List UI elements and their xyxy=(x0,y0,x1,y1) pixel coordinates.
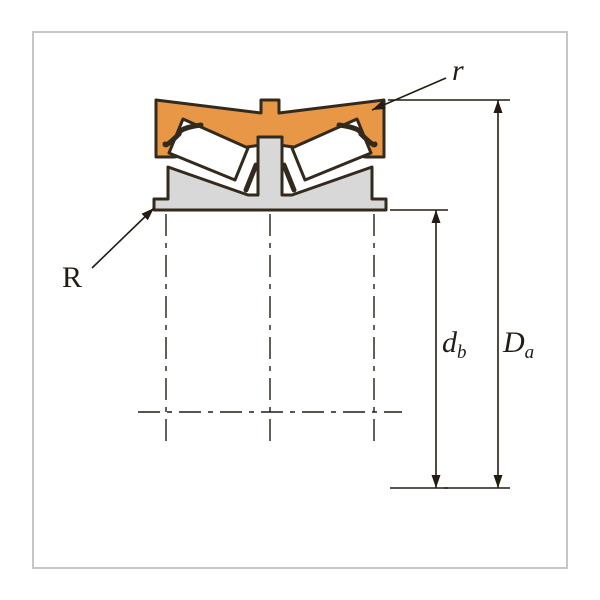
label-r: r xyxy=(452,54,464,87)
bearing-diagram: r Rdb Da xyxy=(0,0,600,600)
cage-stub-right xyxy=(284,165,294,190)
label-Da: Da xyxy=(502,326,534,363)
label-db: db xyxy=(442,326,467,363)
label-R: R xyxy=(62,261,82,294)
cage-stub-left xyxy=(246,165,256,190)
